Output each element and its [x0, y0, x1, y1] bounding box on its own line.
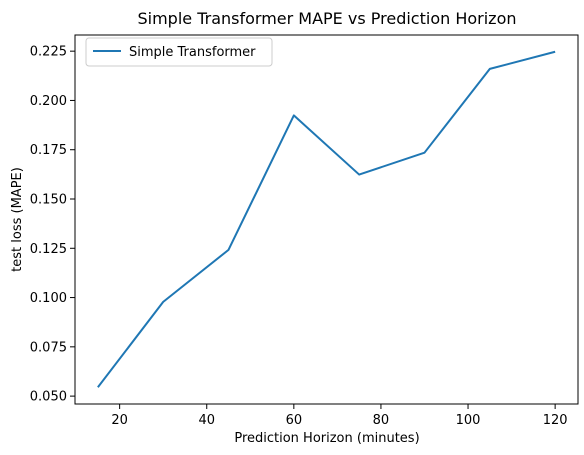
x-tick-label: 100	[456, 413, 481, 428]
data-point	[554, 51, 556, 53]
data-point	[162, 301, 164, 303]
data-point	[228, 249, 230, 251]
legend-box	[85, 37, 273, 67]
y-tick-label: 0.200	[30, 94, 67, 109]
chart-title: Simple Transformer MAPE vs Prediction Ho…	[137, 9, 516, 28]
plot-frame	[74, 34, 579, 405]
plot-area	[97, 50, 556, 388]
x-axis-label: Prediction Horizon (minutes)	[234, 431, 419, 446]
x-axis: 20 40 60 80 100 120	[111, 404, 568, 428]
data-point	[358, 174, 360, 176]
y-axis-label: test loss (MAPE)	[10, 167, 25, 272]
y-tick-label: 0.150	[30, 193, 67, 208]
legend-label: Simple Transformer	[129, 45, 256, 60]
data-point	[97, 386, 99, 388]
y-axis: 0.050 0.075 0.100 0.125 0.150 0.175 0.200 0.225	[30, 45, 75, 405]
x-tick-label: 80	[373, 413, 390, 428]
data-point	[293, 114, 295, 116]
y-tick-label: 0.100	[30, 291, 67, 306]
y-tick-label: 0.125	[30, 242, 67, 257]
data-point	[489, 68, 491, 70]
legend: Simple Transformer	[85, 37, 273, 67]
x-tick-label: 20	[111, 413, 128, 428]
x-tick-label: 120	[543, 413, 568, 428]
y-tick-label: 0.050	[30, 390, 67, 405]
y-tick-label: 0.225	[30, 45, 67, 60]
data-point	[423, 152, 425, 154]
y-tick-label: 0.175	[30, 143, 67, 158]
y-tick-label: 0.075	[30, 340, 67, 355]
x-tick-label: 40	[198, 413, 215, 428]
series-line	[97, 50, 556, 388]
x-tick-label: 60	[286, 413, 303, 428]
